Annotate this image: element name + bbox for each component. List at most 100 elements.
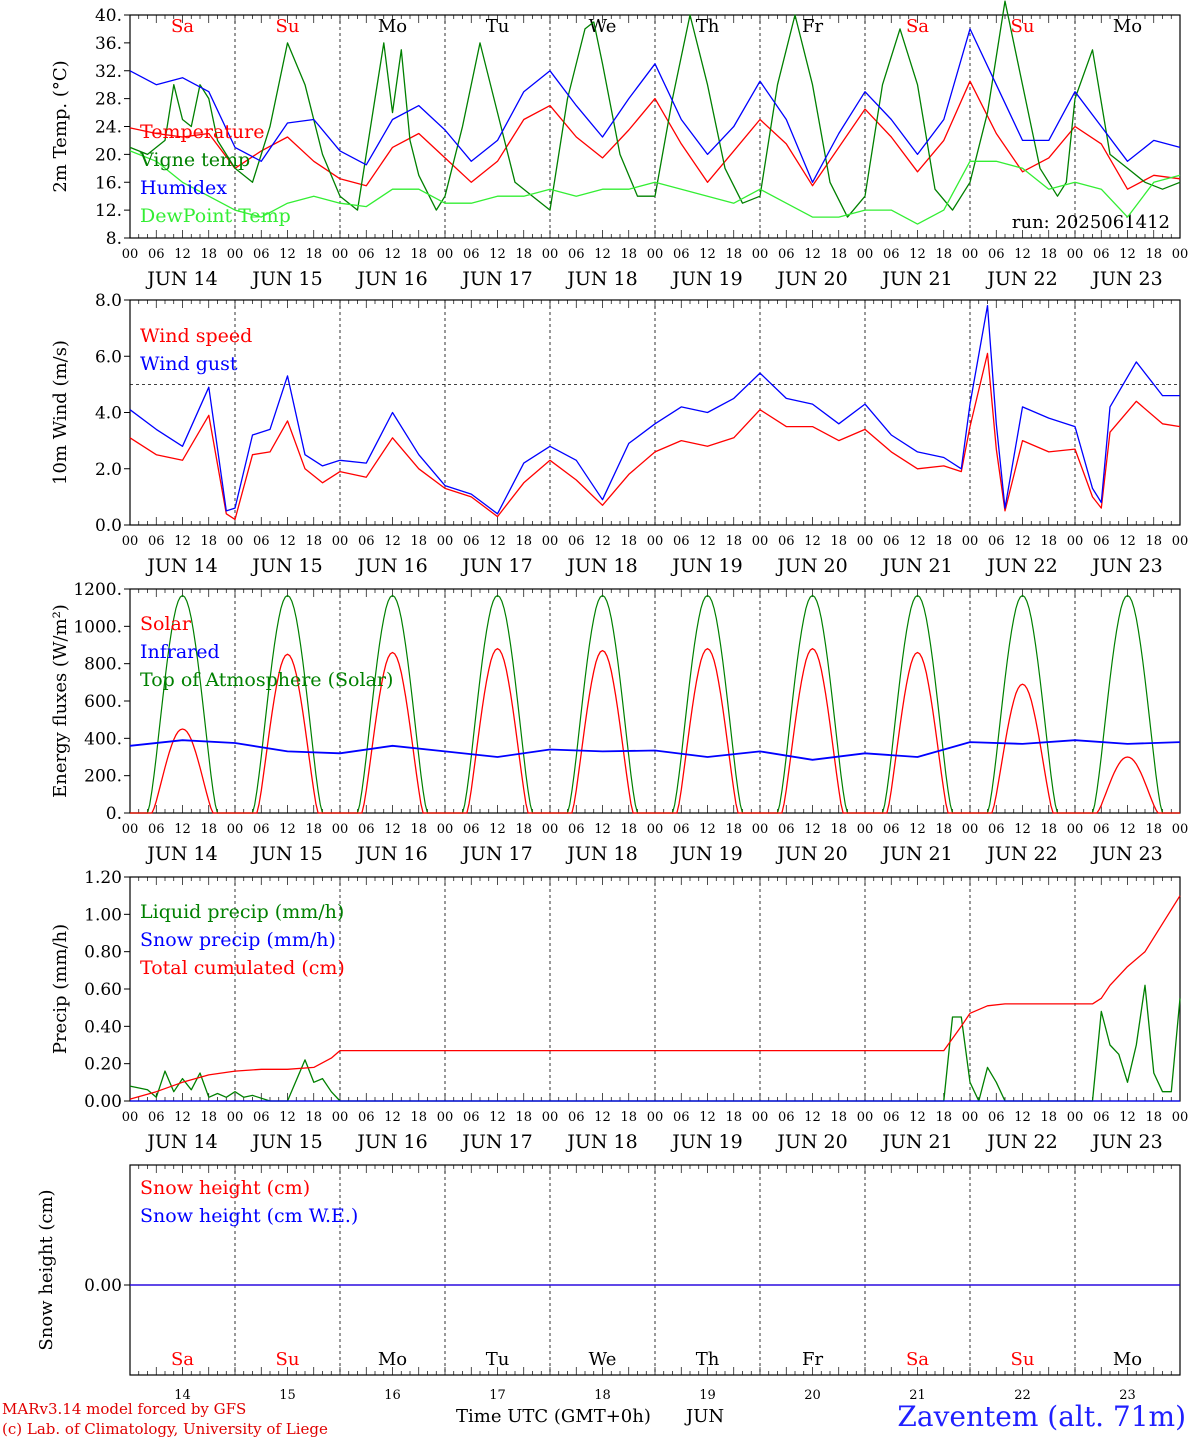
x-hour-label: 12	[1119, 822, 1136, 837]
x-date-label: JUN 18	[565, 1131, 637, 1153]
x-hour-label: 00	[1067, 822, 1084, 837]
x-date-label: JUN 17	[460, 843, 532, 865]
x-hour-label: 18	[515, 822, 532, 837]
weekday-label: Th	[696, 16, 720, 37]
weekday-label: Mo	[1113, 1349, 1142, 1370]
x-hour-label: 06	[988, 822, 1005, 837]
x-hour-label: 06	[358, 1110, 375, 1125]
legend-entry: Liquid precip (mm/h)	[140, 901, 344, 923]
x-date-label: JUN 22	[985, 268, 1057, 290]
x-hour-label: 00	[122, 247, 139, 262]
x-hour-label: 12	[174, 534, 191, 549]
x-date-label: JUN 17	[460, 1131, 532, 1153]
x-hour-label: 18	[515, 247, 532, 262]
weekday-label: Su	[276, 16, 300, 37]
x-hour-label: 12	[384, 534, 401, 549]
x-hour-label: 12	[804, 1110, 821, 1125]
x-date-label: JUN 23	[1090, 555, 1162, 577]
y-tick-label: 0.20	[84, 1055, 122, 1075]
weekday-label: We	[589, 16, 617, 37]
station-name: Zaventem (alt. 71m)	[897, 1400, 1186, 1433]
x-hour-label: 12	[384, 1110, 401, 1125]
legend-entry: Top of Atmosphere (Solar)	[140, 669, 393, 691]
x-date-label: JUN 15	[250, 843, 322, 865]
x-hour-label: 00	[122, 1110, 139, 1125]
y-tick-label: 0.80	[84, 943, 122, 963]
x-hour-label: 12	[909, 1110, 926, 1125]
y-tick-label: 0.00	[84, 1092, 122, 1112]
day-number-label: 17	[489, 1388, 506, 1403]
x-hour-label: 06	[568, 534, 585, 549]
x-hour-label: 18	[305, 247, 322, 262]
x-hour-label: 00	[332, 1110, 349, 1125]
x-hour-label: 12	[174, 822, 191, 837]
x-hour-label: 18	[830, 1110, 847, 1125]
x-hour-label: 00	[647, 534, 664, 549]
x-hour-label: 12	[279, 822, 296, 837]
x-hour-label: 18	[200, 1110, 217, 1125]
x-date-label: JUN 23	[1090, 1131, 1162, 1153]
x-hour-label: 18	[305, 1110, 322, 1125]
weekday-label: Fr	[802, 16, 823, 37]
x-hour-label: 06	[988, 534, 1005, 549]
x-hour-label: 18	[620, 247, 637, 262]
panel-frame	[129, 299, 1181, 526]
weekday-label: We	[589, 1349, 617, 1370]
x-hour-label: 00	[122, 822, 139, 837]
day-number-label: 23	[1119, 1388, 1136, 1403]
y-axis-title: 2m Temp. (°C)	[50, 60, 71, 192]
x-hour-label: 12	[804, 822, 821, 837]
x-hour-label: 06	[148, 534, 165, 549]
x-hour-label: 06	[358, 534, 375, 549]
x-date-label: JUN 19	[670, 555, 742, 577]
weekday-label: Mo	[378, 1349, 407, 1370]
x-hour-label: 06	[568, 247, 585, 262]
y-tick-label: 1.00	[84, 905, 122, 925]
y-tick-label: 6.0	[95, 347, 122, 367]
weekday-label: Th	[696, 1349, 720, 1370]
x-hour-label: 06	[253, 534, 270, 549]
x-date-label: JUN 21	[880, 268, 952, 290]
x-hour-label: 06	[463, 534, 480, 549]
x-hour-label: 00	[857, 534, 874, 549]
y-tick-label: 36.	[95, 34, 122, 54]
x-date-label: JUN 22	[985, 555, 1057, 577]
x-hour-label: 18	[620, 1110, 637, 1125]
x-hour-label: 06	[358, 247, 375, 262]
x-hour-label: 12	[1014, 247, 1031, 262]
x-hour-label: 06	[673, 1110, 690, 1125]
series-total-cumulated-cm	[129, 895, 1181, 1100]
x-hour-label: 18	[1145, 822, 1162, 837]
run-annotation: run: 2025061412	[1012, 212, 1170, 233]
x-hour-label: 18	[410, 1110, 427, 1125]
y-tick-label: 200.	[84, 767, 122, 787]
x-hour-label: 06	[778, 822, 795, 837]
x-hour-label: 12	[384, 247, 401, 262]
x-hour-label: 06	[568, 1110, 585, 1125]
x-hour-label: 18	[830, 534, 847, 549]
x-hour-label: 06	[883, 247, 900, 262]
x-hour-label: 06	[463, 247, 480, 262]
x-hour-label: 00	[332, 822, 349, 837]
legend-entry: Wind gust	[140, 353, 238, 375]
x-date-label: JUN 17	[460, 268, 532, 290]
x-hour-label: 18	[725, 534, 742, 549]
x-hour-label: 00	[647, 822, 664, 837]
x-date-label: JUN 20	[775, 1131, 847, 1153]
x-hour-label: 00	[962, 534, 979, 549]
series-wind-gust	[129, 304, 1180, 515]
day-number-label: 14	[174, 1388, 191, 1403]
x-hour-label: 12	[699, 1110, 716, 1125]
x-hour-label: 00	[542, 1110, 559, 1125]
y-tick-label: 20.	[95, 145, 122, 165]
x-hour-label: 06	[988, 247, 1005, 262]
x-date-label: JUN 23	[1090, 843, 1162, 865]
x-hour-label: 00	[542, 822, 559, 837]
x-hour-label: 06	[673, 247, 690, 262]
y-tick-label: 12.	[95, 201, 122, 221]
y-tick-label: 0.00	[84, 1276, 122, 1296]
y-tick-label: 800.	[84, 655, 122, 675]
x-hour-label: 12	[804, 247, 821, 262]
x-hour-label: 00	[542, 247, 559, 262]
